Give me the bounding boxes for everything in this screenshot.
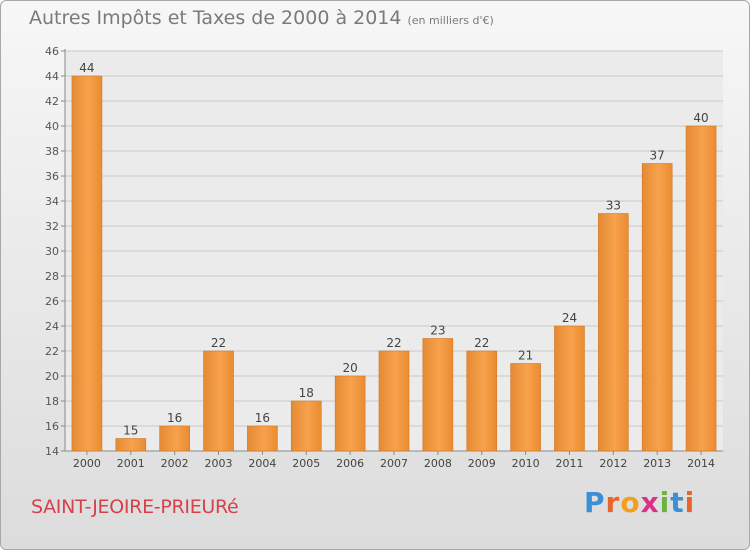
y-tick-label: 30 [45, 245, 59, 258]
y-tick-label: 14 [45, 445, 59, 458]
y-tick-label: 28 [45, 270, 59, 283]
y-tick-label: 24 [45, 320, 59, 333]
bar [247, 425, 278, 452]
x-tick-label: 2014 [687, 457, 715, 470]
commune-name: SAINT-JEOIRE-PRIEURé [31, 496, 239, 518]
logo-letter: P [584, 486, 606, 519]
bar [685, 125, 717, 452]
bar [159, 425, 190, 452]
x-tick-label: 2011 [555, 457, 583, 470]
data-label: 21 [518, 349, 533, 363]
chart-title: Autres Impôts et Taxes de 2000 à 2014 (en… [29, 7, 494, 29]
x-tick-label: 2004 [248, 457, 276, 470]
x-tick-label: 2003 [205, 457, 233, 470]
data-label: 24 [562, 311, 577, 325]
y-tick-label: 40 [45, 120, 59, 133]
data-label: 40 [693, 111, 708, 125]
bar [554, 325, 585, 452]
logo-letter: i [684, 486, 696, 519]
title-text: Autres Impôts et Taxes de 2000 à 2014 [29, 7, 402, 29]
bar [290, 400, 322, 452]
data-label: 23 [430, 324, 445, 338]
y-tick-label: 34 [45, 195, 59, 208]
x-tick-label: 2005 [292, 457, 320, 470]
y-tick-label: 36 [45, 170, 59, 183]
y-tick-label: 42 [45, 95, 59, 108]
x-tick-label: 2013 [643, 457, 671, 470]
data-label: 22 [211, 336, 226, 350]
bar [422, 338, 454, 452]
logo-letter: r [605, 486, 621, 519]
y-tick-label: 38 [45, 145, 59, 158]
label-layer: 44 2000 15 2001 16 2002 22 2003 16 2004 18 2005 20 20… [73, 61, 715, 470]
data-label: 18 [299, 386, 314, 400]
x-tick-label: 2009 [468, 457, 496, 470]
bar [115, 438, 147, 452]
logo-letter: t [670, 486, 685, 519]
bar [334, 375, 366, 452]
y-tick-label: 22 [45, 345, 59, 358]
y-tick-label: 20 [45, 370, 59, 383]
x-tick-label: 2000 [73, 457, 101, 470]
logo-letter: x [640, 486, 660, 519]
data-label: 37 [650, 149, 665, 163]
x-tick-label: 2010 [512, 457, 540, 470]
bar [203, 350, 234, 452]
bar-layer [71, 75, 717, 452]
y-tick-label: 18 [45, 395, 59, 408]
bar [71, 75, 103, 452]
logo-letter: o [620, 486, 641, 519]
y-tick-label: 46 [45, 45, 59, 58]
data-label: 33 [606, 199, 621, 213]
y-tick-label: 16 [45, 420, 59, 433]
bar [641, 163, 673, 452]
data-label: 22 [386, 336, 401, 350]
data-label: 22 [474, 336, 489, 350]
data-label: 20 [342, 361, 357, 375]
data-label: 44 [79, 61, 94, 75]
data-label: 16 [255, 411, 270, 425]
bar [510, 363, 541, 452]
x-tick-label: 2008 [424, 457, 452, 470]
x-tick-label: 2012 [599, 457, 627, 470]
data-label: 16 [167, 411, 182, 425]
title-unit: (en milliers d'€) [407, 14, 494, 27]
y-tick-label: 44 [45, 70, 59, 83]
x-tick-label: 2001 [117, 457, 145, 470]
x-tick-label: 2007 [380, 457, 408, 470]
x-tick-label: 2002 [161, 457, 189, 470]
bar [466, 350, 498, 452]
proxiti-logo[interactable]: Proxiti [584, 486, 695, 519]
y-tick-label: 32 [45, 220, 59, 233]
data-label: 15 [123, 424, 138, 438]
logo-letter: i [659, 486, 671, 519]
bar [598, 213, 629, 452]
bar [378, 350, 410, 452]
x-tick-label: 2006 [336, 457, 364, 470]
y-tick-label: 26 [45, 295, 59, 308]
